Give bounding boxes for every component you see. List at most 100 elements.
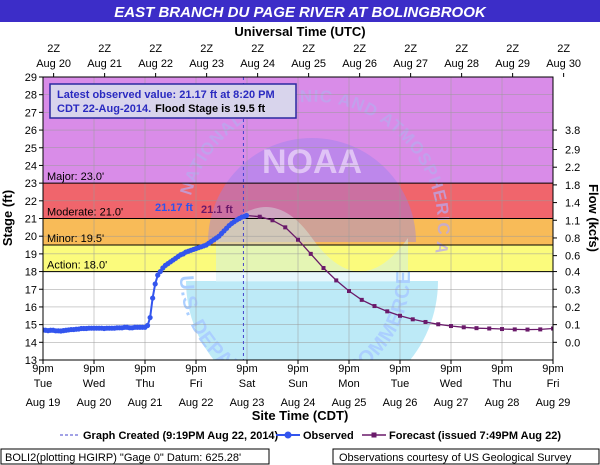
forecast-point — [385, 309, 390, 314]
top-tick-date: Aug 30 — [546, 58, 581, 70]
footer-datum-box — [0, 448, 270, 465]
threshold-label-moderate: Moderate: 21.0' — [47, 207, 123, 219]
x-tick-date: Aug 22 — [179, 397, 214, 409]
x-tick-date: Aug 27 — [434, 397, 469, 409]
forecast-point — [270, 218, 275, 223]
info-line-1: Latest observed value: 21.17 ft at 8:20 … — [57, 89, 275, 101]
forecast-point — [461, 325, 466, 330]
info-line-2: CDT 22-Aug-2014. Flood Stage is 19.5 ft — [57, 103, 265, 115]
forecast-point — [538, 327, 543, 332]
noaa-logo-text: NOAA — [262, 143, 362, 181]
x-tick-time: 9pm — [32, 363, 53, 375]
info-line-2-flood-stage: Flood Stage is 19.5 ft — [155, 103, 265, 115]
x-tick-date: Aug 26 — [383, 397, 418, 409]
stage-axis-label: Stage (ft) — [0, 190, 15, 246]
forecast-point — [487, 326, 492, 331]
top-tick-hour: 2Z — [149, 43, 162, 55]
flow-tick-label: 3.8 — [565, 125, 580, 137]
flow-tick-label: 1.4 — [565, 198, 580, 210]
x-tick-time: 9pm — [440, 363, 461, 375]
forecast-point — [423, 319, 428, 324]
x-tick-day: Thu — [493, 378, 512, 390]
observed-point — [144, 322, 151, 329]
legend-forecast-label: Forecast (issued 7:49PM Aug 22) — [389, 430, 561, 442]
flood-category-labels: Major: 23.0' Moderate: 21.0' Minor: 19.5' A… — [47, 171, 123, 271]
forecast-point — [334, 278, 339, 283]
forecast-point — [398, 313, 402, 318]
peak-forecast-label: 21.1 ft — [201, 204, 233, 216]
y-tick-label: 24 — [25, 160, 37, 172]
flow-tick-label: 0.4 — [565, 267, 580, 279]
observed-series — [43, 212, 250, 334]
x-tick-time: 9pm — [83, 363, 104, 375]
x-tick-day: Fri — [547, 378, 560, 390]
threshold-label-major: Major: 23.0' — [47, 171, 104, 183]
flow-tick-label: 0.6 — [565, 251, 580, 263]
y-tick-label: 14 — [25, 337, 37, 349]
flow-tick-label: 0.8 — [565, 233, 580, 245]
legend-graph-created-label: Graph Created (9:19PM Aug 22, 2014) — [83, 430, 279, 442]
site-time-axis-ticks: 9pm Tue Aug 19 9pm Wed Aug 20 9pm Thu Aug 21 9pm F… — [26, 360, 571, 409]
flow-tick-label: 0.3 — [565, 284, 580, 296]
seal-lower-disc — [186, 281, 438, 360]
top-axis-ticks: 2Z Aug 20 2Z Aug 21 2Z Aug 22 2Z Aug 23 2Z Aug 24… — [36, 43, 581, 77]
top-tick-hour: 2Z — [353, 43, 366, 55]
top-tick-hour: 2Z — [302, 43, 315, 55]
y-tick-label: 18 — [25, 267, 37, 279]
forecast-point — [257, 214, 262, 219]
x-tick-day: Tue — [34, 378, 53, 390]
forecast-point — [449, 324, 453, 329]
x-tick-day: Wed — [440, 378, 462, 390]
x-tick-time: 9pm — [236, 363, 257, 375]
x-tick-time: 9pm — [338, 363, 359, 375]
x-tick-date: Aug 29 — [536, 397, 571, 409]
top-tick-date: Aug 26 — [342, 58, 377, 70]
top-axis-title: Universal Time (UTC) — [234, 24, 365, 39]
top-tick-date: Aug 24 — [240, 58, 275, 70]
legend-forecast-marker — [371, 432, 377, 438]
x-tick-day: Mon — [338, 378, 359, 390]
y-tick-label: 21 — [25, 214, 37, 226]
y-tick-label: 23 — [25, 178, 37, 190]
top-tick-hour: 2Z — [506, 43, 519, 55]
forecast-point — [474, 326, 479, 331]
y-tick-label: 25 — [25, 143, 37, 155]
y-tick-label: 17 — [25, 284, 37, 296]
top-tick-date: Aug 28 — [444, 58, 479, 70]
peak-observed-label: 21.17 ft — [155, 202, 193, 214]
footer-credit-text: Observations courtesy of US Geological S… — [339, 452, 572, 464]
top-tick-hour: 2Z — [557, 43, 570, 55]
legend-observed-label: Observed — [303, 430, 354, 442]
forecast-point — [436, 322, 441, 327]
x-tick-day: Fri — [190, 378, 203, 390]
flow-axis-ticks: 0.0 0.1 0.2 0.3 0.4 0.6 0.8 1.1 1.4 1.8 2.2 2.9 3.8 — [553, 125, 580, 349]
top-tick-date: Aug 29 — [495, 58, 530, 70]
x-tick-time: 9pm — [389, 363, 410, 375]
flow-tick-label: 0.2 — [565, 302, 580, 314]
y-tick-label: 13 — [25, 355, 37, 367]
forecast-series — [244, 213, 553, 332]
forecast-point — [512, 327, 517, 332]
latest-observation-box: Latest observed value: 21.17 ft at 8:20 … — [49, 83, 297, 119]
title-bar — [0, 0, 600, 22]
forecast-point — [372, 304, 377, 309]
y-tick-label: 27 — [25, 107, 37, 119]
top-tick-hour: 2Z — [200, 43, 213, 55]
flow-tick-label: 0.1 — [565, 320, 580, 332]
observed-point — [147, 314, 153, 321]
threshold-label-action: Action: 18.0' — [47, 260, 107, 272]
forecast-point — [410, 317, 415, 322]
flow-axis-label: Flow (kcfs) — [586, 184, 600, 252]
x-tick-date: Aug 25 — [332, 397, 367, 409]
top-tick-hour: 2Z — [98, 43, 111, 55]
x-tick-date: Aug 19 — [26, 397, 61, 409]
x-tick-time: 9pm — [185, 363, 206, 375]
top-tick-date: Aug 27 — [393, 58, 428, 70]
flow-tick-label: 2.2 — [565, 162, 580, 174]
x-tick-time: 9pm — [542, 363, 563, 375]
y-tick-label: 29 — [25, 72, 37, 84]
forecast-point — [321, 266, 326, 271]
info-line-2-date: CDT 22-Aug-2014. — [57, 103, 151, 115]
forecast-point — [525, 327, 530, 332]
